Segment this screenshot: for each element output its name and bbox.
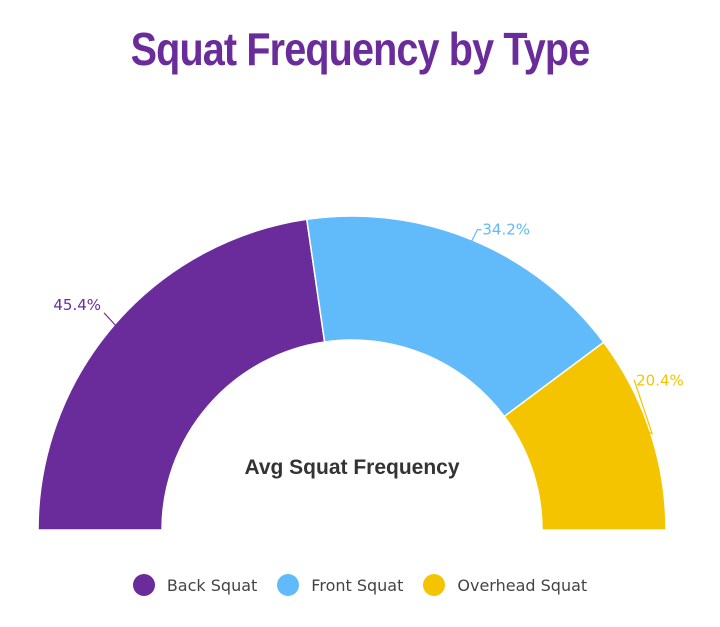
chart-title: Squat Frequency by Type: [130, 23, 591, 75]
legend-item-overhead-squat[interactable]: Overhead Squat: [423, 574, 587, 596]
leader-lines-group: [103, 229, 654, 435]
legend-swatch-front-squat: [277, 574, 300, 596]
legend-label-back-squat: Back Squat: [166, 575, 258, 595]
leader-line-front-squat: [470, 229, 482, 243]
data-label-back-squat: 45.4%: [53, 296, 101, 314]
legend-swatch-back-squat: [132, 574, 155, 596]
center-label: Avg Squat Frequency: [244, 456, 459, 479]
legend-item-back-squat[interactable]: Back Squat: [132, 574, 258, 596]
legend-swatch-overhead-squat: [423, 574, 446, 596]
legend: Back Squat Front Squat Overhead Squat: [0, 574, 720, 596]
leader-line-back-squat: [103, 312, 117, 327]
data-label-front-squat: 34.2%: [482, 221, 530, 239]
data-labels-group: 45.4% 34.2% 20.4%: [53, 221, 683, 390]
slices-group: [37, 215, 667, 531]
data-label-overhead-squat: 20.4%: [636, 372, 684, 390]
slice-overhead-squat[interactable]: [503, 341, 667, 531]
legend-item-front-squat[interactable]: Front Squat: [277, 574, 403, 596]
slice-back-squat[interactable]: [37, 218, 326, 531]
legend-label-overhead-squat: Overhead Squat: [457, 575, 588, 595]
slice-front-squat[interactable]: [305, 215, 605, 418]
legend-label-front-squat: Front Squat: [311, 575, 404, 595]
leader-line-overhead-squat: [633, 379, 654, 435]
